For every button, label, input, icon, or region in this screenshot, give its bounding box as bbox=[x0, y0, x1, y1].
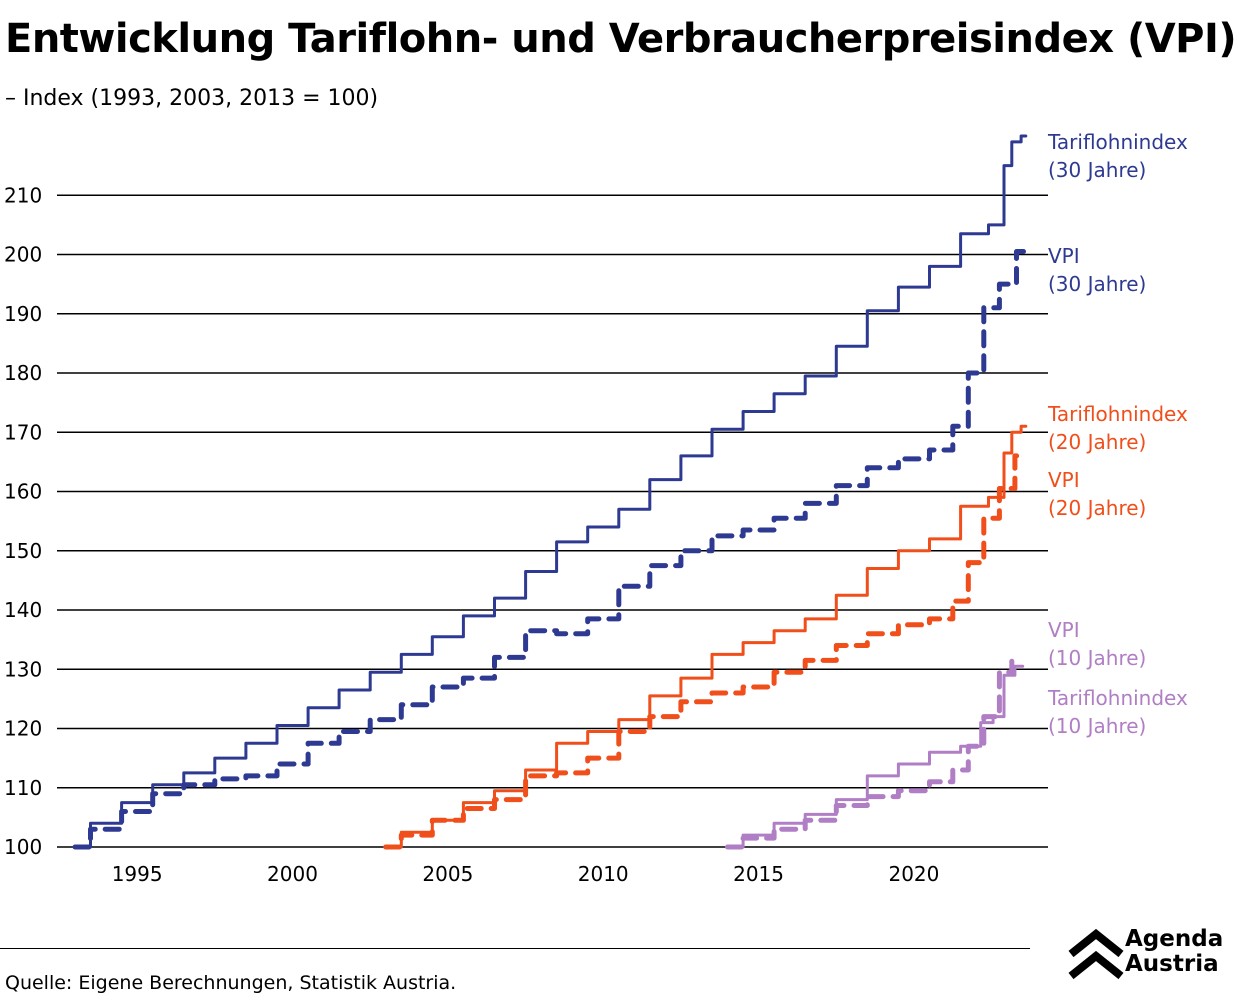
x-tick-label-1995: 1995 bbox=[112, 862, 163, 886]
series-label-3: VPI (20 Jahre) bbox=[1048, 468, 1146, 520]
footer-divider bbox=[0, 948, 1030, 949]
x-tick-label-2010: 2010 bbox=[578, 862, 629, 886]
series-label-line: Tariflohnindex bbox=[1047, 686, 1188, 710]
series-label-line: VPI bbox=[1048, 468, 1080, 492]
x-tick-label-2000: 2000 bbox=[267, 862, 318, 886]
series-line-4 bbox=[725, 654, 1019, 850]
y-tick-label-160: 160 bbox=[4, 480, 42, 504]
series-line-1 bbox=[72, 249, 1029, 850]
series-label-line: VPI bbox=[1048, 618, 1080, 642]
chart-subtitle: – Index (1993, 2003, 2013 = 100) bbox=[5, 86, 379, 111]
logo-line-2: Austria bbox=[1125, 951, 1219, 977]
y-tick-label-120: 120 bbox=[4, 717, 42, 741]
series-label-line: (30 Jahre) bbox=[1048, 272, 1146, 296]
chart-title: Entwicklung Tariflohn- und Verbraucherpr… bbox=[5, 16, 1234, 62]
y-tick-label-210: 210 bbox=[4, 183, 42, 207]
axis-labels: 100 110 120 130 140 150 160 170 180 190 200 210 1995… bbox=[4, 183, 939, 886]
series-label-0: Tariflohnindex (30 Jahre) bbox=[1047, 130, 1188, 182]
x-tick-label-2020: 2020 bbox=[888, 862, 939, 886]
series-labels: Tariflohnindex (30 Jahre)VPI (30 Jahre)Tar… bbox=[1047, 130, 1188, 738]
logo-line-1: Agenda bbox=[1125, 926, 1224, 952]
series-label-line: (30 Jahre) bbox=[1048, 158, 1146, 182]
series-label-line: (10 Jahre) bbox=[1048, 714, 1146, 738]
source-note: Quelle: Eigene Berechnungen, Statistik A… bbox=[5, 972, 457, 994]
series-line-3 bbox=[383, 453, 1026, 850]
y-tick-label-150: 150 bbox=[4, 539, 42, 563]
x-tick-label-2005: 2005 bbox=[422, 862, 473, 886]
series-line-5 bbox=[726, 664, 1025, 849]
series-label-line: VPI bbox=[1048, 244, 1080, 268]
series-label-1: VPI (30 Jahre) bbox=[1048, 244, 1146, 296]
y-tick-label-180: 180 bbox=[4, 361, 42, 385]
series-label-line: Tariflohnindex bbox=[1047, 402, 1188, 426]
series-line-2 bbox=[384, 424, 1028, 849]
grid-layer bbox=[57, 194, 1048, 848]
x-tick-label-2015: 2015 bbox=[733, 862, 784, 886]
series-layer bbox=[72, 134, 1029, 850]
y-tick-label-100: 100 bbox=[4, 835, 42, 859]
series-line-0 bbox=[73, 134, 1028, 849]
series-label-line: (20 Jahre) bbox=[1048, 496, 1146, 520]
y-tick-label-110: 110 bbox=[4, 776, 42, 800]
y-tick-label-140: 140 bbox=[4, 598, 42, 622]
agenda-austria-logo bbox=[1068, 928, 1124, 980]
series-label-line: (20 Jahre) bbox=[1048, 430, 1146, 454]
y-tick-label-170: 170 bbox=[4, 420, 42, 444]
series-label-line: Tariflohnindex bbox=[1047, 130, 1188, 154]
series-label-4: VPI (10 Jahre) bbox=[1048, 618, 1146, 670]
y-tick-label-190: 190 bbox=[4, 302, 42, 326]
y-tick-label-130: 130 bbox=[4, 657, 42, 681]
series-label-line: (10 Jahre) bbox=[1048, 646, 1146, 670]
logo-wordmark: Agenda Austria bbox=[1125, 927, 1223, 977]
series-label-5: Tariflohnindex (10 Jahre) bbox=[1047, 686, 1188, 738]
series-label-2: Tariflohnindex (20 Jahre) bbox=[1047, 402, 1188, 454]
y-tick-label-200: 200 bbox=[4, 243, 42, 267]
